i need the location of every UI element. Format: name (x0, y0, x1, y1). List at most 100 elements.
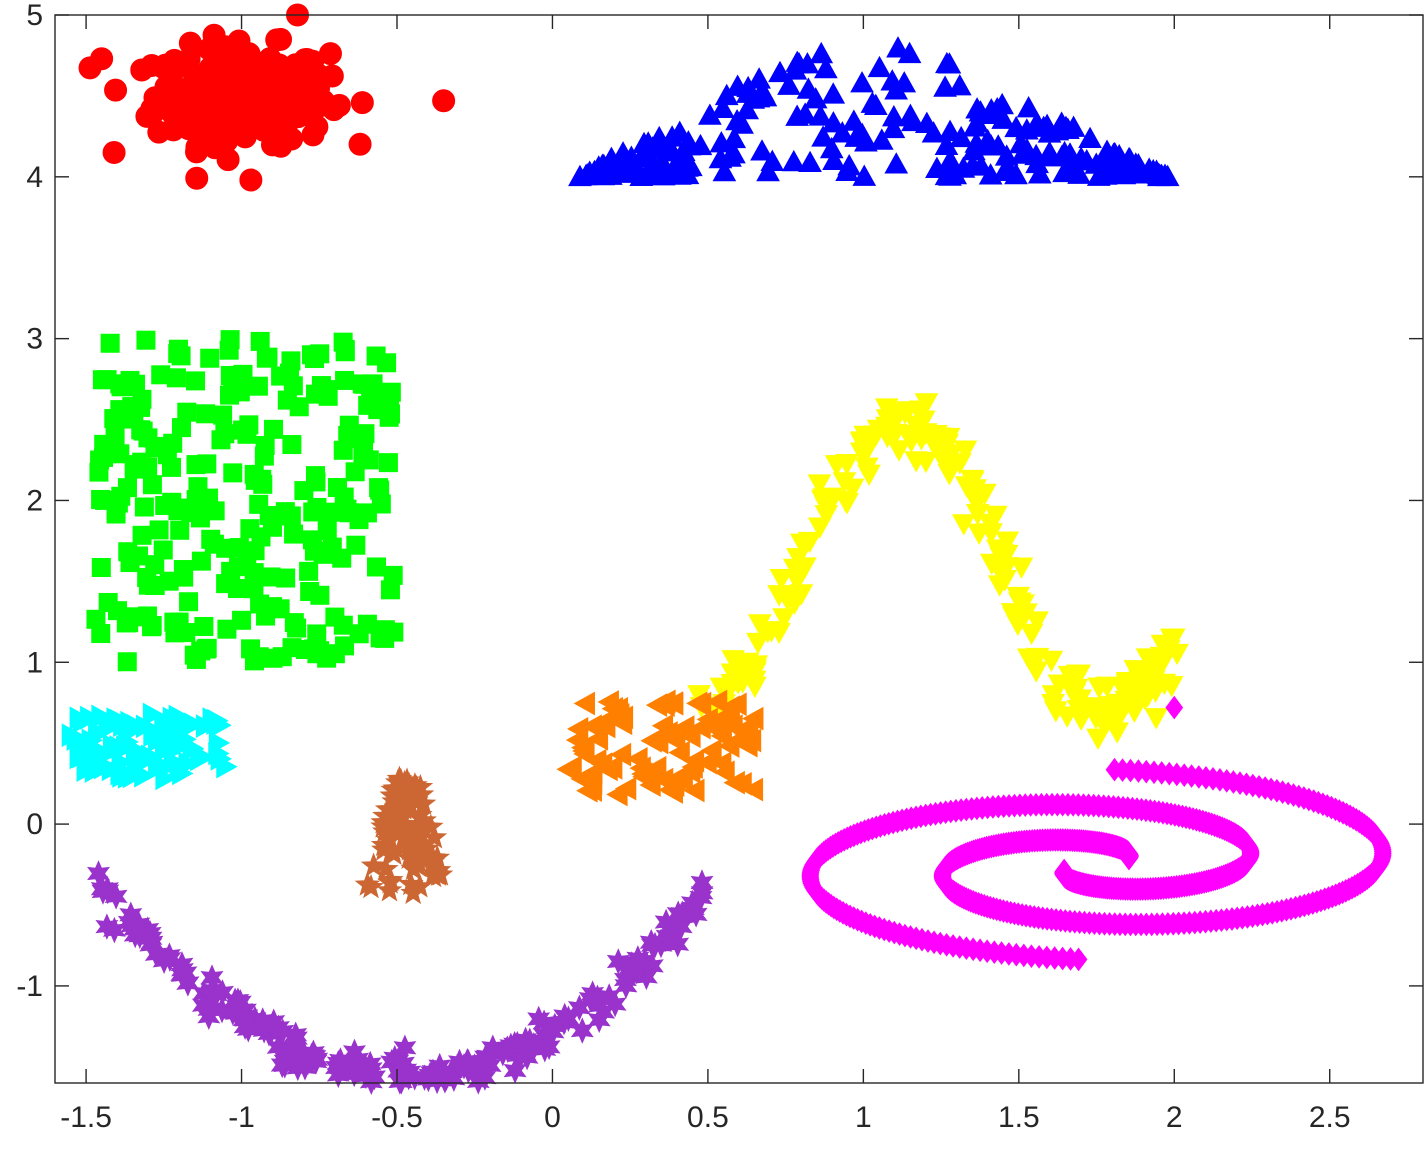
data-point-star (400, 879, 426, 905)
data-point-triangle-right (210, 746, 232, 771)
data-point-square (223, 463, 243, 483)
data-point-square (381, 382, 401, 402)
data-point-triangle-up (1093, 163, 1118, 185)
data-point-triangle-right (175, 727, 197, 752)
data-point-triangle-left (606, 782, 628, 807)
data-point-triangle-down (807, 517, 832, 539)
data-point-triangle-down (967, 523, 991, 545)
data-point-triangle-up (777, 73, 801, 95)
x-tick-label: 1.5 (998, 1101, 1040, 1134)
data-point-star (418, 813, 444, 838)
data-point-triangle-up (661, 157, 685, 180)
series-1 (78, 3, 456, 192)
data-point-square (272, 647, 292, 667)
data-point-triangle-up (821, 82, 846, 104)
data-point-square (142, 615, 162, 635)
data-point-square (277, 390, 297, 410)
data-point-square (229, 538, 249, 558)
series-8 (87, 860, 714, 1095)
data-point-circle (102, 141, 126, 165)
data-point-square (346, 535, 366, 555)
data-point-triangle-down (797, 531, 822, 554)
data-point-square (305, 349, 325, 369)
data-point-triangle-down (1007, 592, 1032, 614)
data-point-hexagram (90, 875, 114, 903)
data-point-circle (130, 58, 154, 82)
data-point-star (425, 856, 452, 882)
data-point-square (186, 371, 206, 391)
data-point-square (239, 415, 259, 435)
data-point-square (91, 489, 111, 509)
data-point-triangle-left (718, 695, 740, 720)
data-point-triangle-up (863, 93, 888, 115)
data-point-star (391, 769, 418, 795)
data-point-square (320, 502, 340, 522)
data-point-triangle-up (750, 139, 774, 161)
y-tick-label: 3 (26, 323, 43, 356)
x-tick-label: 0 (544, 1101, 561, 1134)
data-point-square (132, 452, 152, 472)
data-point-square (299, 561, 319, 581)
data-point-square (117, 652, 137, 672)
y-tick-label: 2 (26, 484, 43, 517)
data-point-circle (432, 89, 456, 113)
data-point-triangle-right (84, 759, 107, 783)
data-point-triangle-down (1025, 611, 1049, 633)
data-point-triangle-right (142, 702, 165, 727)
data-point-triangle-left (560, 755, 582, 779)
data-point-square (276, 568, 296, 588)
data-point-hexagram (270, 1051, 294, 1079)
data-point-square (136, 330, 156, 350)
x-tick-label: -1.5 (60, 1101, 112, 1134)
data-point-triangle-down (1006, 614, 1030, 636)
data-point-triangle-up (632, 131, 656, 154)
data-point-hexagram (224, 999, 248, 1027)
data-point-square (122, 397, 142, 417)
data-point-square (179, 592, 199, 612)
data-point-hexagram (669, 913, 693, 940)
data-point-square (191, 551, 211, 571)
data-point-square (147, 436, 167, 456)
series-6 (556, 689, 764, 807)
data-point-square (250, 331, 270, 351)
data-point-circle (327, 93, 351, 117)
data-point-hexagram (614, 972, 638, 1000)
data-point-square (151, 365, 171, 385)
data-point-triangle-left (710, 724, 732, 748)
data-point-triangle-up (1027, 162, 1052, 184)
data-point-hexagram (197, 996, 221, 1023)
data-point-triangle-down (1009, 557, 1034, 579)
data-point-square (200, 348, 220, 368)
data-point-triangle-up (1037, 140, 1062, 163)
data-point-triangle-up (688, 133, 713, 156)
data-point-circle (318, 42, 342, 66)
data-point-triangle-down (782, 558, 807, 581)
data-point-triangle-up (886, 36, 910, 58)
data-point-triangle-down (887, 440, 911, 462)
data-point-triangle-down (1095, 676, 1119, 698)
data-point-hexagram (553, 1002, 577, 1030)
data-point-square (194, 616, 214, 636)
data-point-hexagram (513, 1040, 537, 1067)
data-point-triangle-down (726, 673, 750, 695)
data-point-square (354, 374, 374, 394)
data-point-square (188, 477, 208, 497)
y-tick-label: 1 (26, 646, 43, 679)
data-point-triangle-left (626, 746, 648, 771)
data-point-triangle-down (963, 491, 988, 513)
data-point-square (244, 563, 264, 583)
data-point-triangle-down (984, 505, 1008, 528)
data-point-triangle-down (896, 424, 921, 447)
data-point-square (284, 524, 304, 544)
data-point-triangle-down (1099, 696, 1123, 718)
data-point-triangle-down (1085, 700, 1110, 722)
data-point-triangle-down (1039, 650, 1064, 673)
data-point-triangle-up (978, 163, 1003, 185)
data-point-circle (239, 168, 263, 192)
data-point-triangle-right (137, 747, 160, 772)
data-point-triangle-up (935, 51, 959, 74)
data-point-triangle-up (712, 159, 737, 182)
data-point-hexagram (326, 1061, 350, 1089)
data-point-square (233, 364, 253, 384)
